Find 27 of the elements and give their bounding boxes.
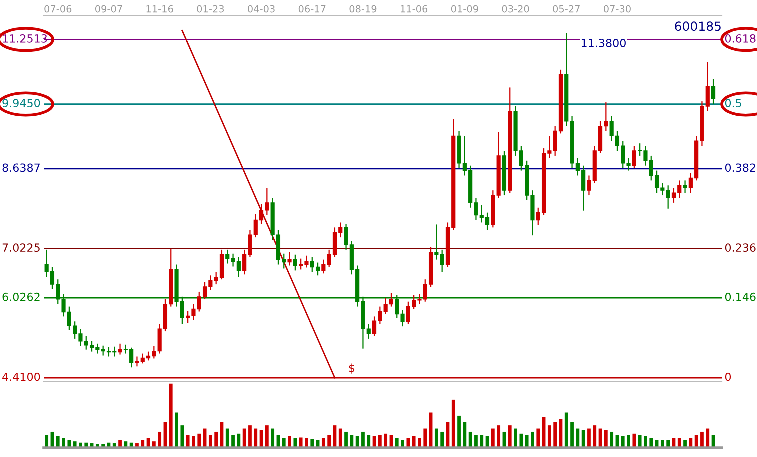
ref-line-label: 4.4100 (2, 372, 40, 382)
annotation: 11.3800 (582, 39, 626, 48)
text: 0.236 (725, 244, 756, 252)
ref-line-label: 11.2513 (3, 34, 48, 43)
text: 0.5 (725, 99, 742, 108)
x-tick-label: 01-23 (197, 5, 224, 13)
x-tick-label: 11-16 (146, 5, 174, 13)
x-tick-label: 09-07 (95, 5, 122, 13)
annotation: $ (349, 364, 355, 374)
ref-line-label: 9.9450 (2, 99, 40, 108)
ref-line-label: 8.6387 (2, 164, 40, 172)
x-tick-label: 07-06 (44, 5, 72, 13)
x-tick-label: 05-27 (553, 5, 580, 13)
x-tick-label: 07-30 (604, 5, 631, 13)
chart-title: 600185 (675, 22, 721, 32)
x-tick-label: 11-06 (401, 5, 428, 13)
ref-line-label: 6.0262 (2, 292, 40, 302)
text: 0.146 (725, 292, 756, 302)
ref-line-label: 7.0225 (2, 244, 40, 252)
text: 0.618 (725, 34, 756, 43)
x-tick-label: 04-03 (248, 5, 275, 13)
x-tick-label: 08-19 (350, 5, 377, 13)
text: 0 (725, 372, 732, 382)
text: 0.382 (725, 164, 756, 172)
x-tick-label: 01-09 (451, 5, 478, 13)
x-tick-label: 06-17 (298, 5, 326, 13)
x-tick-label: 03-20 (502, 5, 530, 13)
